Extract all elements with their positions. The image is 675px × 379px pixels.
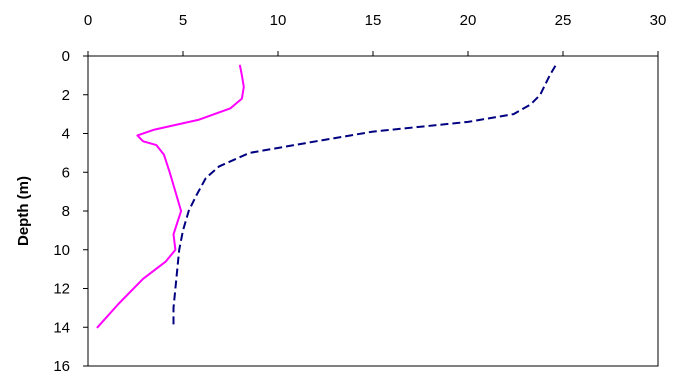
- y-tick-label: 4: [62, 126, 70, 143]
- y-axis-title: Depth (m): [15, 176, 32, 246]
- y-tick-label: 10: [53, 242, 70, 259]
- x-tick-label: 20: [460, 12, 477, 29]
- x-axis: 0 5 10 15 20 25 30: [84, 12, 667, 56]
- y-tick-label: 6: [62, 164, 70, 181]
- y-tick-label: 16: [53, 358, 70, 374]
- series-line-2: [172, 65, 557, 328]
- x-tick-label: 30: [650, 12, 667, 29]
- x-tick-label: 25: [555, 12, 572, 29]
- x-tick-label: 15: [365, 12, 382, 29]
- y-tick-label: 14: [53, 319, 70, 336]
- y-tick-label: 0: [62, 48, 70, 65]
- series-layer: [96, 64, 557, 329]
- y-tick-label: 8: [62, 203, 70, 220]
- x-tick-label: 5: [179, 12, 187, 29]
- y-axis: 0 2 4 6 8 10 12 14 16: [53, 48, 88, 375]
- y-tick-label: 12: [53, 281, 70, 298]
- x-tick-label: 0: [84, 12, 92, 29]
- x-tick-label: 10: [270, 12, 287, 29]
- y-tick-label: 2: [62, 87, 70, 104]
- series-line-1: [96, 64, 245, 329]
